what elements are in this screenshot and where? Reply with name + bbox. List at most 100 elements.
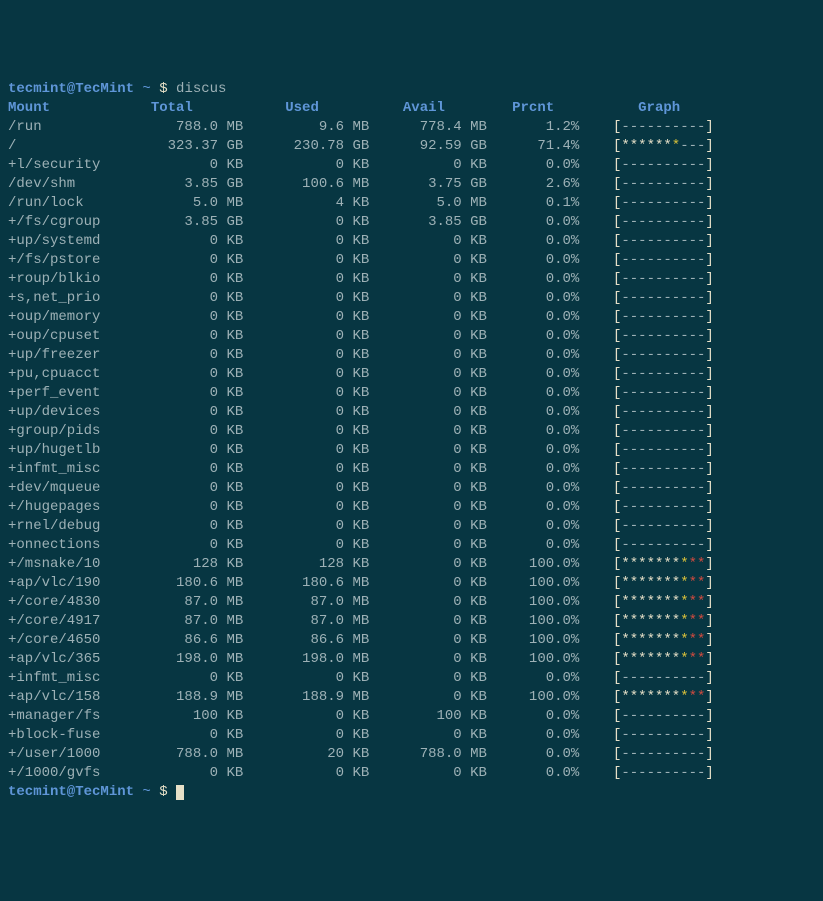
cell-total: 0 KB <box>100 518 243 534</box>
cell-total: 0 KB <box>100 366 243 382</box>
cell-avail: 0 KB <box>369 670 487 686</box>
cell-prcnt: 100.0% <box>487 613 579 629</box>
cell-avail: 0 KB <box>369 328 487 344</box>
cell-used: 128 KB <box>243 556 369 572</box>
cell-prcnt: 0.0% <box>487 518 579 534</box>
cell-prcnt: 71.4% <box>487 138 579 154</box>
cell-prcnt: 0.0% <box>487 499 579 515</box>
cell-total: 3.85 GB <box>100 214 243 230</box>
cell-used: 0 KB <box>243 157 369 173</box>
cell-total: 0 KB <box>100 480 243 496</box>
cell-total: 0 KB <box>100 765 243 781</box>
cell-avail: 0 KB <box>369 632 487 648</box>
cell-used: 0 KB <box>243 727 369 743</box>
cell-total: 788.0 MB <box>100 746 243 762</box>
prompt-dollar: $ <box>159 784 176 800</box>
cell-used: 0 KB <box>243 423 369 439</box>
cell-avail: 0 KB <box>369 233 487 249</box>
cell-avail: 0 KB <box>369 423 487 439</box>
cell-graph: [----------] <box>613 309 714 325</box>
cell-mount: +/1000/gvfs <box>8 765 100 781</box>
cell-used: 0 KB <box>243 252 369 268</box>
col-header-total: Total <box>100 100 243 116</box>
cell-used: 0 KB <box>243 670 369 686</box>
cell-prcnt: 0.0% <box>487 157 579 173</box>
cell-total: 198.0 MB <box>100 651 243 667</box>
cell-avail: 100 KB <box>369 708 487 724</box>
cell-mount: +l/security <box>8 157 100 173</box>
cell-prcnt: 0.0% <box>487 708 579 724</box>
command: discus <box>176 81 226 97</box>
cell-graph: [**********] <box>613 594 714 610</box>
cell-mount: +manager/fs <box>8 708 100 724</box>
cell-graph: [----------] <box>613 727 714 743</box>
cell-graph: [**********] <box>613 575 714 591</box>
prompt-user: tecmint@TecMint <box>8 784 142 800</box>
cell-prcnt: 0.0% <box>487 290 579 306</box>
cell-avail: 0 KB <box>369 404 487 420</box>
cell-mount: +pu,cpuacct <box>8 366 100 382</box>
cell-prcnt: 0.0% <box>487 727 579 743</box>
cell-graph: [----------] <box>613 347 714 363</box>
cell-graph: [----------] <box>613 385 714 401</box>
cell-prcnt: 100.0% <box>487 632 579 648</box>
cell-total: 323.37 GB <box>100 138 243 154</box>
cell-mount: +/fs/pstore <box>8 252 100 268</box>
cell-used: 0 KB <box>243 442 369 458</box>
cell-avail: 0 KB <box>369 556 487 572</box>
cell-graph: [----------] <box>613 423 714 439</box>
cell-avail: 0 KB <box>369 366 487 382</box>
cell-avail: 0 KB <box>369 499 487 515</box>
cell-total: 5.0 MB <box>100 195 243 211</box>
cell-avail: 0 KB <box>369 309 487 325</box>
cell-total: 0 KB <box>100 347 243 363</box>
cell-used: 0 KB <box>243 480 369 496</box>
cell-total: 0 KB <box>100 271 243 287</box>
cell-avail: 0 KB <box>369 518 487 534</box>
cell-total: 87.0 MB <box>100 594 243 610</box>
cursor[interactable] <box>176 785 184 800</box>
cell-graph: [**********] <box>613 632 714 648</box>
cell-mount: +/core/4917 <box>8 613 100 629</box>
cell-prcnt: 0.0% <box>487 347 579 363</box>
cell-prcnt: 0.0% <box>487 404 579 420</box>
cell-graph: [----------] <box>613 765 714 781</box>
cell-avail: 0 KB <box>369 480 487 496</box>
cell-graph: [----------] <box>613 537 714 553</box>
cell-graph: [----------] <box>613 499 714 515</box>
cell-used: 0 KB <box>243 271 369 287</box>
cell-total: 0 KB <box>100 157 243 173</box>
cell-used: 0 KB <box>243 708 369 724</box>
cell-used: 0 KB <box>243 518 369 534</box>
cell-total: 0 KB <box>100 537 243 553</box>
cell-used: 188.9 MB <box>243 689 369 705</box>
cell-prcnt: 0.0% <box>487 252 579 268</box>
cell-graph: [----------] <box>613 271 714 287</box>
cell-used: 0 KB <box>243 537 369 553</box>
cell-graph: [----------] <box>613 670 714 686</box>
cell-used: 86.6 MB <box>243 632 369 648</box>
cell-graph: [----------] <box>613 480 714 496</box>
cell-graph: [----------] <box>613 518 714 534</box>
prompt-path: ~ <box>142 784 159 800</box>
cell-avail: 0 KB <box>369 537 487 553</box>
cell-graph: [----------] <box>613 233 714 249</box>
cell-total: 0 KB <box>100 423 243 439</box>
cell-total: 0 KB <box>100 461 243 477</box>
cell-total: 0 KB <box>100 727 243 743</box>
cell-prcnt: 100.0% <box>487 556 579 572</box>
cell-prcnt: 0.0% <box>487 480 579 496</box>
cell-prcnt: 2.6% <box>487 176 579 192</box>
cell-mount: +up/hugetlb <box>8 442 100 458</box>
cell-prcnt: 0.0% <box>487 670 579 686</box>
cell-total: 0 KB <box>100 328 243 344</box>
cell-graph: [**********] <box>613 613 714 629</box>
cell-prcnt: 1.2% <box>487 119 579 135</box>
cell-avail: 0 KB <box>369 575 487 591</box>
cell-mount: +up/devices <box>8 404 100 420</box>
cell-graph: [----------] <box>613 746 714 762</box>
cell-avail: 3.75 GB <box>369 176 487 192</box>
cell-graph: [*******---] <box>613 138 714 154</box>
cell-avail: 0 KB <box>369 594 487 610</box>
cell-total: 0 KB <box>100 233 243 249</box>
